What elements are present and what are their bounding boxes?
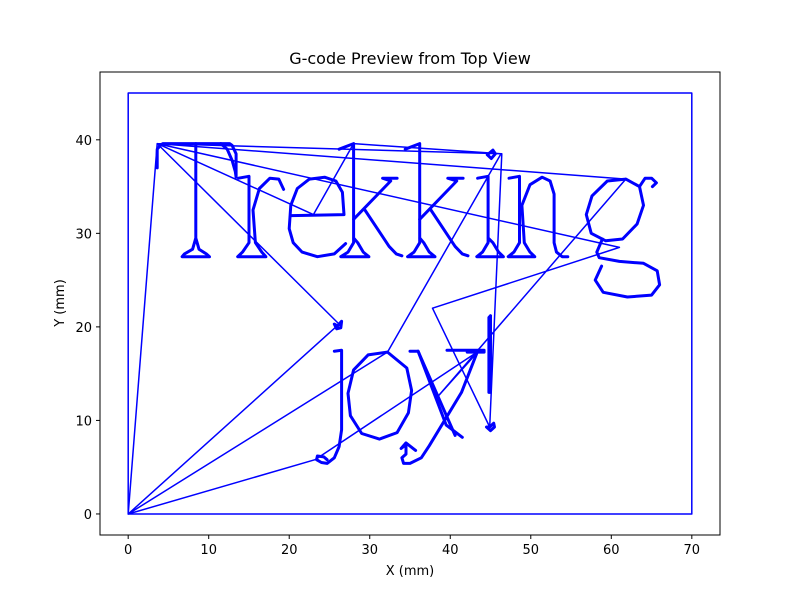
glyph-path-20 [332,319,344,331]
glyph-path-9 [363,208,404,258]
chart-title: G-code Preview from Top View [289,49,531,68]
y-tick-label: 10 [75,414,92,429]
glyph-path-12 [429,208,470,258]
glyph-path-6 [287,175,348,259]
glyph-path-19 [315,348,344,465]
glyph-path-5 [236,174,286,259]
glyph-path-17 [638,176,658,189]
plot-content [127,92,693,515]
glyph-path-27 [485,421,496,433]
x-tick-label: 20 [281,543,298,558]
x-tick-label: 60 [603,543,620,558]
glyph-path-16 [584,177,645,243]
x-tick-label: 30 [361,543,378,558]
glyph-path-24 [399,349,480,465]
glyph-path-3 [180,142,211,259]
glyph-path-21 [346,350,414,441]
x-axis-ticks: 0 10 20 30 40 50 60 70 [124,535,700,558]
glyph-path-23 [416,349,464,439]
x-tick-label: 40 [442,543,459,558]
glyph-path-11 [418,176,465,221]
glyph-path-7 [337,142,371,259]
y-tick-label: 30 [75,227,92,242]
glyph-path-25 [445,348,486,354]
x-tick-label: 70 [684,543,701,558]
glyph-path-10 [403,142,437,259]
glyph-path-26 [487,314,492,394]
y-axis-ticks: 0 10 20 30 40 [75,134,100,523]
y-tick-label: 20 [75,321,92,336]
y-tick-label: 0 [84,508,92,523]
glyph-path-15 [506,174,570,259]
glyph-path-13 [475,174,505,259]
glyph-path-4 [219,142,238,179]
y-tick-label: 40 [75,134,92,149]
glyph-path-18 [593,237,662,299]
boundary-path-0 [127,92,693,515]
glyph-path-14 [485,148,497,160]
x-tick-label: 0 [124,543,132,558]
plot-frame [99,71,721,536]
x-tick-label: 50 [523,543,540,558]
y-axis-label: Y (mm) [53,279,68,328]
x-tick-label: 10 [200,543,217,558]
x-axis-label: X (mm) [386,564,435,579]
glyph-path-8 [352,176,399,221]
